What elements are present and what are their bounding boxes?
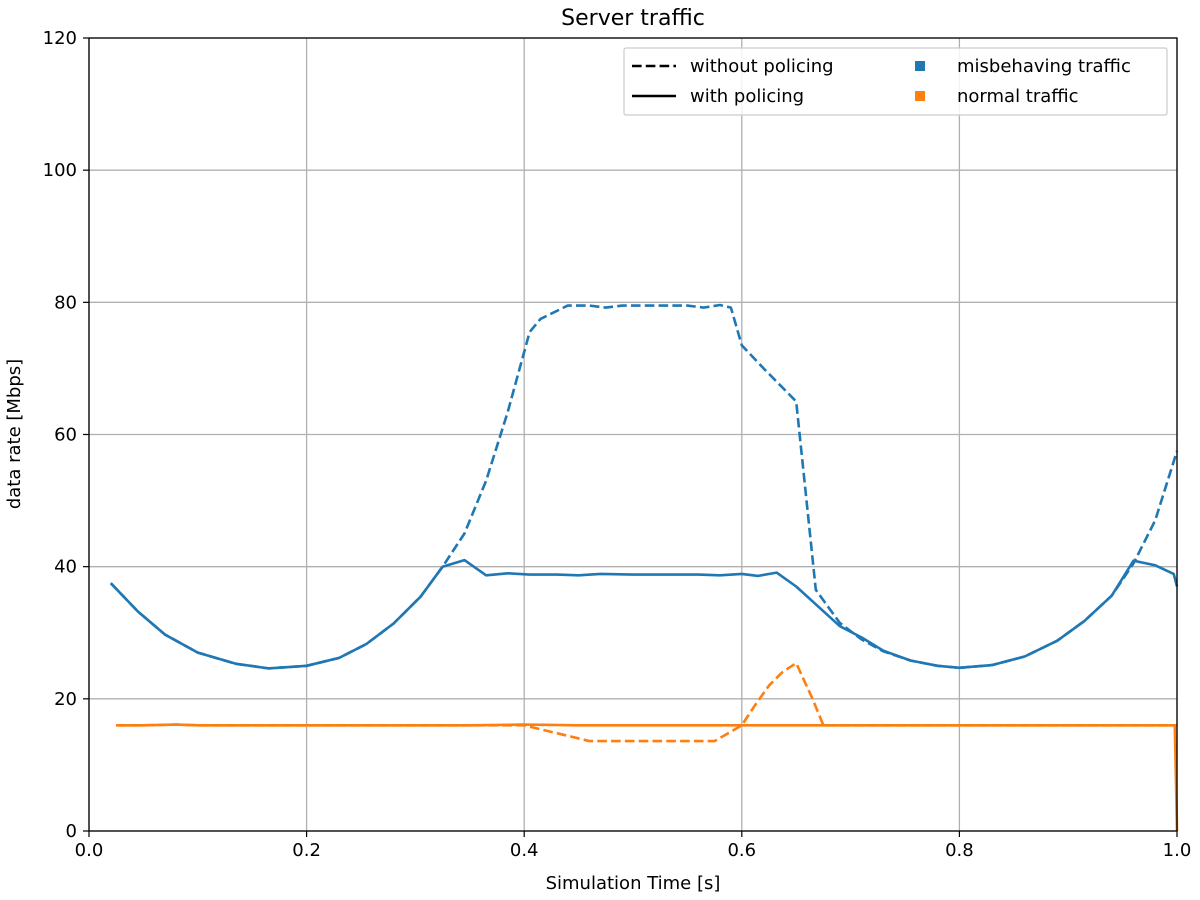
legend-label: normal traffic [957,86,1079,107]
x-axis-label: Simulation Time [s] [546,873,721,894]
x-tick-label: 0.4 [510,840,539,861]
series-lines [109,303,1179,832]
y-axis: 0 20 40 60 80 100 120 [43,28,89,842]
y-tick-label: 40 [54,557,77,578]
x-tick-label: 1.0 [1163,840,1192,861]
legend: without policing with policing misbehaving… [623,47,1168,116]
x-tick-label: 0.2 [292,840,321,861]
y-tick-label: 120 [43,28,77,49]
x-tick-label: 0.6 [727,840,756,861]
x-tick-label: 0.8 [945,840,974,861]
legend-label: misbehaving traffic [957,56,1131,77]
y-tick-label: 20 [54,689,77,710]
series-line [116,723,1179,832]
y-axis-label: data rate [Mbps] [4,359,25,509]
y-tick-label: 60 [54,425,77,446]
legend-color-swatch [915,91,925,101]
y-tick-label: 80 [54,292,77,313]
chart-title: Server traffic [561,6,705,31]
legend-label: without policing [690,56,834,77]
legend-color-swatch [915,61,925,71]
x-axis: 0.0 0.2 0.4 0.6 0.8 1.0 [75,831,1192,861]
y-tick-label: 100 [43,160,77,181]
series-line [109,558,1179,670]
legend-label: with policing [690,86,804,107]
y-tick-label: 0 [66,821,77,842]
legend-box [623,47,1168,116]
x-tick-label: 0.0 [75,840,104,861]
